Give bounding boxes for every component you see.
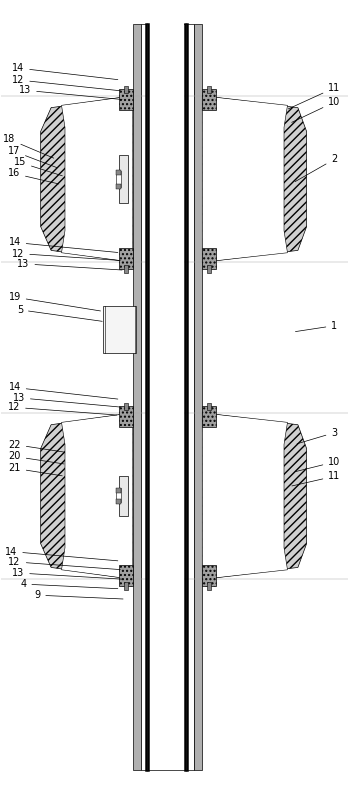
Bar — [119, 406, 133, 427]
Polygon shape — [41, 413, 133, 580]
Text: 5: 5 — [17, 305, 102, 322]
Text: 10: 10 — [292, 97, 341, 122]
Bar — [133, 25, 141, 769]
Text: 14: 14 — [12, 63, 118, 79]
Text: 13: 13 — [19, 85, 122, 99]
Text: 13: 13 — [13, 393, 120, 407]
Bar — [124, 582, 128, 590]
Text: 10: 10 — [295, 457, 341, 472]
Polygon shape — [202, 96, 288, 262]
Bar — [202, 565, 216, 587]
Polygon shape — [202, 413, 306, 580]
Bar — [116, 488, 121, 503]
Bar — [116, 171, 121, 175]
Bar — [116, 171, 121, 187]
Text: 20: 20 — [8, 452, 64, 464]
Bar — [207, 86, 211, 94]
Bar — [119, 89, 133, 110]
Bar — [119, 156, 128, 202]
Bar — [202, 248, 216, 269]
Bar — [207, 582, 211, 590]
Bar — [116, 183, 121, 188]
Bar — [207, 403, 211, 410]
Bar — [116, 488, 121, 493]
Text: 22: 22 — [8, 440, 64, 452]
Text: 4: 4 — [20, 579, 118, 589]
Text: 2: 2 — [295, 154, 337, 182]
Polygon shape — [202, 413, 288, 580]
Text: 11: 11 — [292, 472, 341, 486]
Text: 1: 1 — [296, 321, 337, 332]
Bar — [141, 25, 194, 769]
Text: 16: 16 — [8, 168, 59, 184]
Text: 17: 17 — [8, 146, 57, 168]
Text: 19: 19 — [8, 292, 101, 311]
Text: 15: 15 — [14, 157, 62, 175]
Bar — [202, 89, 216, 110]
Text: 13: 13 — [12, 568, 122, 579]
Bar — [119, 248, 133, 269]
Bar — [124, 86, 128, 94]
Bar — [119, 476, 128, 516]
Polygon shape — [41, 96, 133, 262]
Text: 21: 21 — [8, 464, 62, 476]
Polygon shape — [61, 96, 133, 262]
Text: 14: 14 — [8, 237, 118, 252]
Text: 11: 11 — [288, 83, 341, 109]
Bar — [202, 406, 216, 427]
Bar — [207, 264, 211, 272]
Text: 13: 13 — [17, 259, 122, 270]
Bar — [124, 264, 128, 272]
Polygon shape — [61, 413, 133, 580]
Bar — [119, 565, 133, 587]
Text: 18: 18 — [3, 134, 54, 158]
Text: 9: 9 — [34, 590, 123, 600]
Text: 12: 12 — [8, 403, 117, 415]
Bar — [194, 25, 202, 769]
Text: 12: 12 — [12, 75, 120, 91]
Bar — [149, 25, 184, 769]
Polygon shape — [202, 96, 306, 262]
Text: 14: 14 — [5, 546, 118, 561]
Text: 3: 3 — [297, 428, 337, 444]
Text: 12: 12 — [12, 249, 120, 260]
Bar — [124, 403, 128, 410]
Text: 14: 14 — [8, 383, 118, 399]
Text: 12: 12 — [8, 557, 120, 569]
Bar — [116, 499, 121, 504]
Bar — [103, 306, 136, 353]
